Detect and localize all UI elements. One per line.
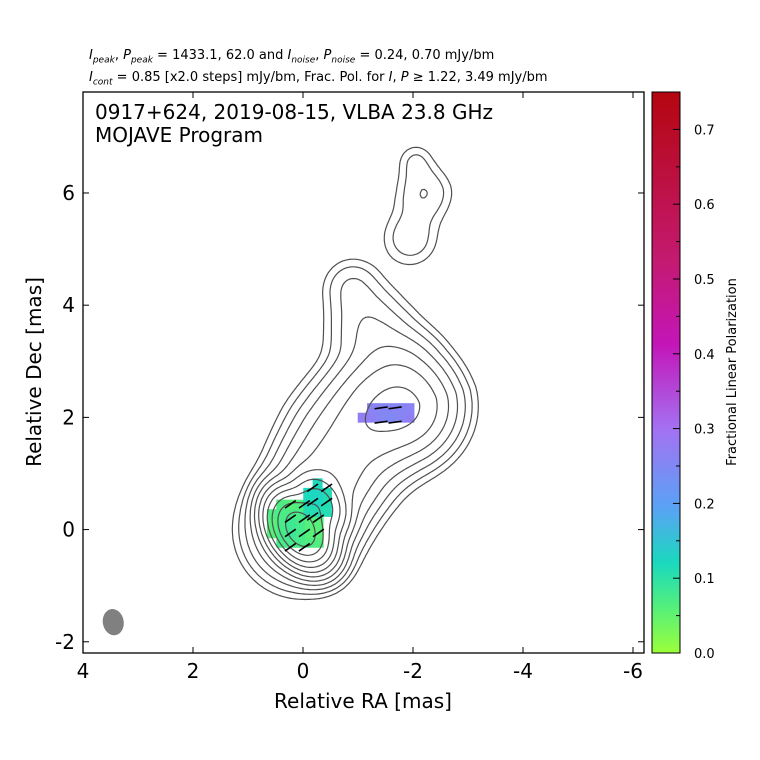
- polarization-pixel: [303, 506, 314, 517]
- tick-layer: 4 2 0 -2 -4 -6 -2 0 2 4 6: [55, 92, 644, 683]
- evpa-tick: [306, 483, 319, 493]
- contour-level-4: [249, 316, 459, 586]
- evpa-tick: [284, 528, 297, 538]
- evpa-tick: [298, 499, 311, 509]
- polarization-pixel: [376, 412, 387, 423]
- x-tick-label: 4: [77, 659, 90, 683]
- evpa-tick: [388, 406, 402, 410]
- polarization-pixel: [313, 537, 324, 548]
- colorbar-tick-label: 0.4: [694, 348, 715, 363]
- plot-title-line-2: MOJAVE Program: [95, 123, 263, 147]
- polarization-pixel: [304, 528, 315, 539]
- polarization-pixel: [276, 509, 287, 520]
- contour-level-2: [238, 154, 473, 595]
- colorbar-tick-label: 0.1: [694, 572, 715, 587]
- polarization-pixel: [276, 528, 287, 539]
- contour-level-9: [271, 488, 334, 563]
- y-tick-label: -2: [55, 630, 75, 654]
- x-tick-label: 2: [187, 659, 200, 683]
- polarization-pixel: [303, 487, 314, 498]
- x-axis-label: Relative RA [mas]: [274, 689, 452, 713]
- colorbar-tick-label: 0.7: [694, 123, 715, 138]
- x-tick-label: -6: [623, 659, 643, 683]
- y-tick-label: 4: [62, 293, 75, 317]
- contour-layer: [231, 146, 479, 601]
- polarization-pixel: [404, 403, 415, 414]
- contour-level-3: [244, 188, 466, 591]
- evpa-tick: [306, 511, 319, 521]
- x-tick-label: -4: [513, 659, 533, 683]
- y-tick-label: 2: [62, 405, 75, 429]
- evpa-tick: [312, 514, 325, 524]
- polarization-pixel: [285, 537, 296, 548]
- polarization-pixel: [385, 412, 396, 423]
- header-line-2: Icont = 0.85 [x2.0 steps] mJy/bm, Frac. …: [89, 70, 548, 88]
- colorbar: [651, 91, 681, 654]
- polarization-pixel: [357, 412, 368, 423]
- polarization-pixel: [266, 528, 277, 539]
- plot-title-line-1: 0917+624, 2019-08-15, VLBA 23.8 GHz: [95, 100, 493, 124]
- polarization-pixel: [295, 499, 305, 510]
- polarization-pixel: [276, 518, 287, 529]
- polarization-pixel: [285, 518, 296, 529]
- evpa-tick: [374, 406, 388, 410]
- evpa-tick: [306, 497, 319, 507]
- colorbar-tick-label: 0.0: [694, 647, 715, 662]
- evpa-tick: [320, 497, 333, 507]
- x-tick-label: -2: [403, 659, 423, 683]
- contour-level-8: [266, 478, 341, 568]
- y-tick-label: 0: [62, 518, 75, 542]
- y-axis-label: Relative Dec [mas]: [22, 277, 46, 467]
- x-tick-label: 0: [297, 659, 310, 683]
- evpa-tick: [298, 514, 311, 524]
- polarization-pixel: [295, 528, 305, 539]
- polarization-pixel: [367, 412, 378, 423]
- contour-level-6: [258, 364, 438, 578]
- polarization-pixel: [276, 499, 287, 510]
- polarization-pixel: [312, 487, 323, 498]
- plot-frame: [82, 91, 645, 654]
- polarization-pixel: [312, 506, 323, 517]
- polarization-pixel: [404, 412, 415, 423]
- beam-layer: [102, 609, 124, 636]
- colorbar-label: Fractional Linear Polarization: [725, 278, 740, 466]
- evpa-tick: [374, 420, 388, 424]
- contour-level-7: [262, 386, 421, 573]
- polarization-pixel: [276, 537, 287, 548]
- evpa-tick: [284, 542, 297, 552]
- polarization-pixel: [313, 518, 324, 529]
- polarization-pixel: [367, 403, 378, 414]
- polarization-pixel: [321, 506, 332, 517]
- polarization-pixel: [312, 497, 323, 508]
- polarization-pixel: [295, 537, 305, 548]
- evpa-tick: [312, 528, 325, 538]
- evpa-tick: [298, 542, 311, 552]
- evpa-tick: [298, 528, 311, 538]
- colorbar-tick-label: 0.5: [694, 273, 715, 288]
- restoring-beam: [102, 609, 124, 636]
- contour-level-10: [277, 502, 324, 556]
- polarization-pixel: [312, 478, 323, 489]
- colorbar-ticks: 0.0 0.1 0.2 0.3 0.4 0.5 0.6 0.7: [673, 91, 715, 662]
- colorbar-tick-label: 0.2: [694, 497, 715, 512]
- evpa-tick: [284, 514, 297, 524]
- polarization-pixel: [321, 487, 332, 498]
- polarization-pixel: [295, 509, 305, 520]
- evpa-layer: [284, 406, 402, 552]
- colorbar-tick-label: 0.3: [694, 423, 715, 438]
- polarization-pixel: [304, 537, 315, 548]
- evpa-tick: [388, 420, 402, 424]
- polarization-pixel: [295, 518, 305, 529]
- colorbar-tick-label: 0.6: [694, 198, 715, 213]
- contour-level-1: [231, 146, 479, 601]
- polarization-pixel: [395, 412, 406, 423]
- header-line-1: Ipeak, Ppeak = 1433.1, 62.0 and Inoise, …: [89, 48, 495, 66]
- polarization-pixel: [304, 518, 315, 529]
- evpa-tick: [320, 483, 333, 493]
- polarization-pixel: [395, 403, 406, 414]
- y-tick-label: 6: [62, 181, 75, 205]
- contour-level-5: [253, 345, 450, 582]
- evpa-tick: [284, 499, 297, 509]
